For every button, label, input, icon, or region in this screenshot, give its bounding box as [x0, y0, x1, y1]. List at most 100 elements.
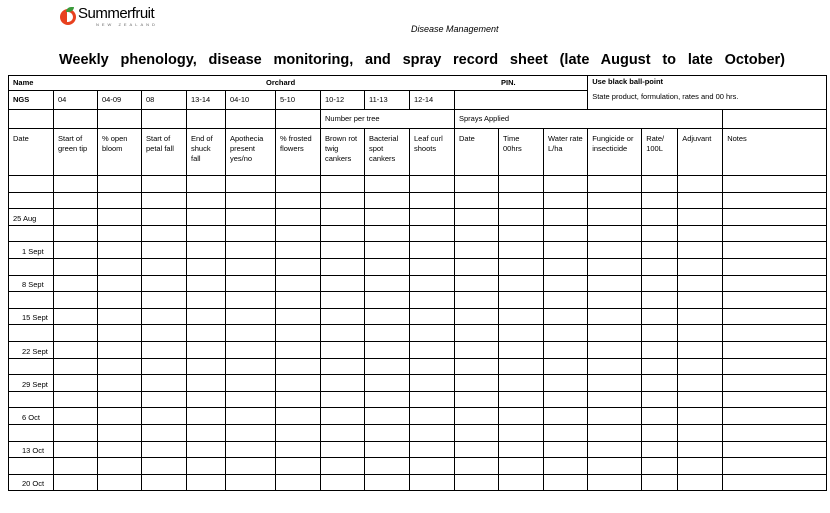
entry-cell[interactable]: [186, 191, 226, 210]
entry-cell[interactable]: [225, 357, 276, 376]
entry-cell[interactable]: [320, 274, 365, 293]
entry-cell[interactable]: [498, 357, 544, 376]
entry-cell[interactable]: [722, 191, 828, 210]
entry-cell[interactable]: [542, 175, 589, 193]
entry-cell[interactable]: [454, 175, 499, 193]
entry-cell[interactable]: [587, 374, 643, 392]
entry-cell[interactable]: [677, 241, 724, 259]
entry-cell[interactable]: [364, 175, 410, 193]
entry-cell[interactable]: [275, 324, 321, 342]
entry-cell[interactable]: [454, 440, 499, 459]
entry-cell[interactable]: [542, 274, 589, 293]
entry-cell[interactable]: [641, 440, 679, 459]
entry-cell[interactable]: [409, 374, 455, 392]
entry-cell[interactable]: [542, 257, 589, 276]
blank-cell[interactable]: [186, 109, 226, 129]
entry-cell[interactable]: [141, 473, 187, 492]
entry-cell[interactable]: [722, 457, 828, 475]
entry-cell[interactable]: [275, 340, 321, 359]
entry-cell[interactable]: [722, 291, 828, 309]
entry-cell[interactable]: [498, 340, 544, 359]
entry-cell[interactable]: [97, 374, 142, 392]
entry-cell[interactable]: [97, 224, 142, 243]
entry-cell[interactable]: [542, 191, 589, 210]
blank-cell[interactable]: [141, 109, 187, 129]
entry-cell[interactable]: [275, 457, 321, 475]
entry-cell[interactable]: [186, 440, 226, 459]
entry-cell[interactable]: [141, 175, 187, 193]
entry-cell[interactable]: [498, 374, 544, 392]
entry-cell[interactable]: [225, 241, 276, 259]
entry-cell[interactable]: [409, 191, 455, 210]
entry-cell[interactable]: [225, 191, 276, 210]
entry-cell[interactable]: [542, 241, 589, 259]
entry-cell[interactable]: [641, 390, 679, 409]
entry-cell[interactable]: [641, 307, 679, 326]
entry-cell[interactable]: [53, 307, 98, 326]
blank-cell[interactable]: [97, 109, 142, 129]
entry-cell[interactable]: [722, 175, 828, 193]
entry-cell[interactable]: [225, 457, 276, 475]
entry-cell[interactable]: [641, 191, 679, 210]
entry-cell[interactable]: [409, 224, 455, 243]
entry-cell[interactable]: [275, 175, 321, 193]
entry-cell[interactable]: [53, 224, 98, 243]
entry-cell[interactable]: [454, 324, 499, 342]
entry-cell[interactable]: [454, 473, 499, 492]
entry-cell[interactable]: [97, 407, 142, 425]
entry-cell[interactable]: [225, 224, 276, 243]
entry-cell[interactable]: [53, 274, 98, 293]
entry-cell[interactable]: [722, 473, 828, 492]
entry-cell[interactable]: [677, 457, 724, 475]
entry-cell[interactable]: [97, 191, 142, 210]
entry-cell[interactable]: [722, 224, 828, 243]
entry-cell[interactable]: [53, 374, 98, 392]
entry-cell[interactable]: [409, 390, 455, 409]
entry-cell[interactable]: [320, 473, 365, 492]
entry-cell[interactable]: [97, 324, 142, 342]
entry-cell[interactable]: [409, 440, 455, 459]
entry-cell[interactable]: [364, 407, 410, 425]
entry-cell[interactable]: [364, 473, 410, 492]
entry-cell[interactable]: [275, 407, 321, 425]
entry-cell[interactable]: [53, 257, 98, 276]
blank-cell[interactable]: [8, 109, 54, 129]
entry-cell[interactable]: [722, 407, 828, 425]
entry-cell[interactable]: [677, 340, 724, 359]
entry-cell[interactable]: [454, 191, 499, 210]
entry-cell[interactable]: [141, 191, 187, 210]
entry-cell[interactable]: [225, 257, 276, 276]
entry-cell[interactable]: [454, 340, 499, 359]
entry-cell[interactable]: [320, 457, 365, 475]
entry-cell[interactable]: [320, 440, 365, 459]
entry-cell[interactable]: [454, 224, 499, 243]
entry-cell[interactable]: [53, 241, 98, 259]
entry-cell[interactable]: [409, 257, 455, 276]
entry-cell[interactable]: [53, 208, 98, 226]
entry-cell[interactable]: [141, 291, 187, 309]
entry-cell[interactable]: [97, 175, 142, 193]
entry-cell[interactable]: [641, 374, 679, 392]
entry-cell[interactable]: [587, 457, 643, 475]
entry-cell[interactable]: [97, 473, 142, 492]
entry-cell[interactable]: [97, 208, 142, 226]
entry-cell[interactable]: [409, 407, 455, 425]
entry-cell[interactable]: [225, 390, 276, 409]
entry-cell[interactable]: [409, 175, 455, 193]
entry-cell[interactable]: [722, 241, 828, 259]
entry-cell[interactable]: [320, 175, 365, 193]
entry-cell[interactable]: [641, 457, 679, 475]
entry-cell[interactable]: [677, 307, 724, 326]
entry-cell[interactable]: [641, 340, 679, 359]
entry-cell[interactable]: [722, 390, 828, 409]
entry-cell[interactable]: [53, 291, 98, 309]
entry-cell[interactable]: [320, 407, 365, 425]
entry-cell[interactable]: [275, 473, 321, 492]
entry-cell[interactable]: [186, 407, 226, 425]
entry-cell[interactable]: [677, 257, 724, 276]
entry-cell[interactable]: [53, 473, 98, 492]
entry-cell[interactable]: [97, 390, 142, 409]
entry-cell[interactable]: [225, 440, 276, 459]
entry-cell[interactable]: [587, 473, 643, 492]
entry-cell[interactable]: [722, 274, 828, 293]
